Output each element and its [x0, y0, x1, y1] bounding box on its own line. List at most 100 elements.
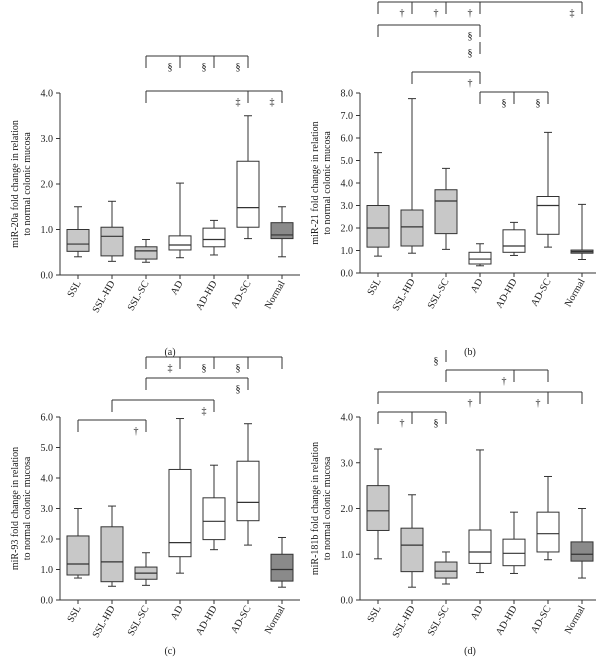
- significance-bracket: †: [445, 369, 549, 387]
- box-SSL: [366, 152, 390, 257]
- category-label: SSL: [65, 604, 83, 624]
- box-Normal: [570, 508, 594, 579]
- category-label: AD: [169, 279, 186, 297]
- panel-caption: (b): [464, 347, 476, 358]
- box-iqr: [66, 535, 90, 576]
- box-AD-SC: [236, 423, 260, 546]
- significance-symbol: §: [434, 356, 439, 367]
- category-label: AD-SC: [229, 279, 254, 311]
- box-SSL-HD: [400, 494, 424, 588]
- significance-symbol: ‡: [168, 363, 173, 374]
- y-axis-label: miR-181b fold change in relationto norma…: [310, 442, 333, 575]
- panel-caption: (a): [164, 347, 175, 358]
- box-AD-SC: [236, 115, 260, 240]
- box-iqr: [236, 460, 260, 522]
- box-iqr: [270, 222, 294, 240]
- y-tick-label: 8.0: [341, 89, 354, 100]
- significance-symbol: §: [168, 62, 173, 73]
- significance-symbol: ‡: [570, 8, 575, 19]
- box-SSL-SC: [134, 552, 158, 586]
- y-tick-label: 0.0: [41, 271, 54, 282]
- significance-symbol: †: [468, 398, 473, 409]
- significance-symbol: §: [468, 48, 473, 59]
- box-AD-HD: [202, 219, 226, 256]
- y-tick-label: 0.0: [41, 596, 54, 607]
- significance-bracket: §: [434, 350, 447, 367]
- box-iqr: [366, 485, 390, 531]
- box-SSL: [66, 206, 90, 258]
- significance-symbol: ‡: [270, 97, 275, 108]
- box-iqr: [236, 160, 260, 228]
- box-iqr: [536, 196, 560, 235]
- significance-bracket: † † † ‡: [377, 1, 583, 19]
- significance-symbol: §: [434, 418, 439, 429]
- box-iqr: [168, 235, 192, 251]
- significance-bracket: §: [377, 24, 481, 42]
- category-label: Normal: [563, 277, 588, 309]
- category-label: SSL-SC: [126, 604, 152, 638]
- box-iqr: [202, 227, 226, 248]
- box-AD-SC: [536, 475, 560, 561]
- significance-symbol: §: [236, 62, 241, 73]
- category-label: Normal: [263, 279, 288, 311]
- significance-symbol: ‡: [202, 406, 207, 417]
- y-tick-label: 6.0: [341, 134, 354, 145]
- y-axis-label-line1: miR-181b fold change in relation: [310, 442, 321, 575]
- y-tick-label: 1.0: [41, 565, 54, 576]
- y-tick-label: 2.0: [41, 535, 54, 546]
- significance-bracket: † §: [377, 411, 447, 429]
- panel-1: 0.0 1.0 2.0 3.0 4.0 5.0 6.0 7.0 8.0 miR-21 fold c…: [310, 1, 596, 358]
- y-axis-label-line2: to normal colonic mucosa: [22, 456, 33, 560]
- category-label: AD-HD: [494, 604, 520, 637]
- box-iqr: [134, 246, 158, 260]
- box-AD-SC: [536, 131, 560, 248]
- box-iqr: [400, 527, 424, 573]
- significance-bracket: †: [77, 419, 147, 437]
- y-axis-label-line1: miR-20a fold change in relation: [10, 120, 21, 248]
- y-tick-label: 3.0: [341, 458, 354, 469]
- box-Normal: [270, 206, 294, 258]
- category-label: AD: [169, 604, 186, 622]
- box-iqr: [570, 541, 594, 562]
- box-Normal: [570, 203, 594, 260]
- box-AD: [168, 418, 192, 574]
- significance-bracket: ‡ ‡: [145, 90, 283, 108]
- panel-0: 0.0 1.0 2.0 3.0 4.0 miR-20a fold change in re…: [10, 55, 300, 358]
- category-label: AD: [469, 604, 486, 622]
- y-tick-label: 5.0: [341, 156, 354, 167]
- box-AD-HD: [502, 221, 526, 256]
- box-iqr: [66, 229, 90, 252]
- box-iqr: [502, 229, 526, 253]
- y-tick-label: 3.0: [41, 134, 54, 145]
- significance-symbol: §: [202, 62, 207, 73]
- y-tick-label: 1.0: [41, 225, 54, 236]
- category-label: SSL: [365, 277, 383, 297]
- box-iqr: [502, 538, 526, 567]
- y-tick-label: 4.0: [41, 474, 54, 485]
- y-axis-label-line1: miR-93 fold change in relation: [10, 447, 21, 570]
- category-label: SSL-HD: [91, 279, 118, 315]
- box-iqr: [468, 529, 492, 564]
- significance-symbol: §: [202, 363, 207, 374]
- significance-symbol: ‡: [236, 97, 241, 108]
- significance-symbol: †: [536, 398, 541, 409]
- significance-bracket: § §: [179, 356, 283, 374]
- y-tick-label: 5.0: [41, 443, 54, 454]
- y-tick-label: 2.0: [41, 180, 54, 191]
- box-Normal: [270, 536, 294, 588]
- y-tick-label: 4.0: [341, 413, 354, 424]
- y-tick-label: 0.0: [341, 596, 354, 607]
- significance-symbol: †: [400, 418, 405, 429]
- panel-caption: (d): [464, 646, 476, 657]
- significance-bracket: §: [145, 377, 249, 395]
- box-iqr: [366, 205, 390, 248]
- category-label: AD-SC: [529, 277, 554, 309]
- y-tick-label: 7.0: [341, 111, 354, 122]
- category-label: AD-HD: [194, 279, 220, 312]
- box-AD-HD: [202, 464, 226, 551]
- significance-bracket: †: [411, 71, 481, 89]
- significance-bracket: § § §: [145, 55, 249, 73]
- box-iqr: [202, 497, 226, 541]
- box-iqr: [100, 526, 124, 583]
- category-label: SSL: [365, 604, 383, 624]
